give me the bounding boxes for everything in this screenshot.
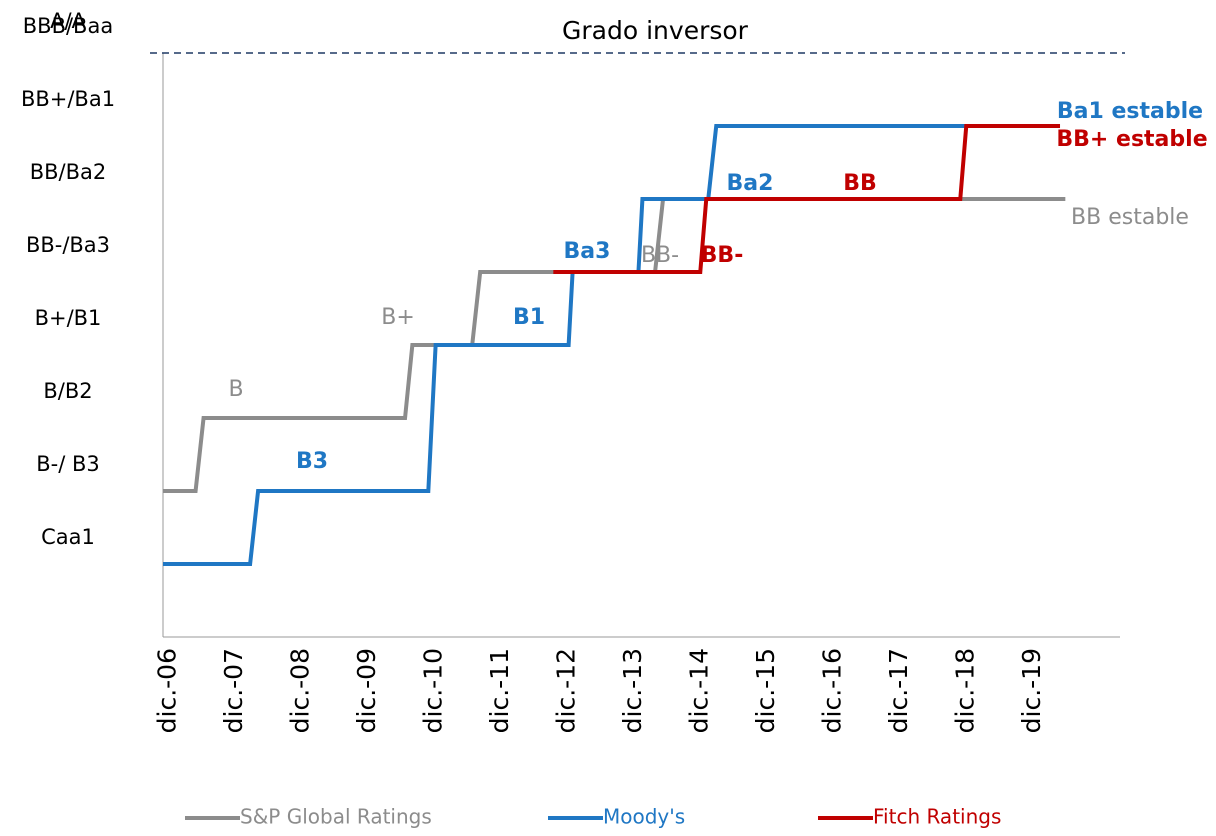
series-line: [553, 124, 1061, 274]
annotation: BB-: [701, 243, 744, 268]
annotation: Ba2: [727, 171, 774, 196]
annotation: BB estable: [1071, 205, 1189, 230]
reference-label: Grado inversor: [562, 16, 749, 45]
y-tick-label: B-/ B3: [36, 452, 100, 476]
legend-label: Fitch Ratings: [873, 805, 1001, 829]
y-tick-label: BBB/Baa: [23, 14, 113, 38]
y-tick-label: BB/Ba2: [30, 160, 107, 184]
x-tick-label: dic.-19: [1017, 648, 1046, 733]
x-tick-label: dic.-08: [285, 648, 314, 733]
annotation: Ba1 estable: [1057, 99, 1203, 124]
x-tick-label: dic.-17: [884, 648, 913, 733]
annotation: BB+ estable: [1056, 127, 1207, 152]
annotation: B1: [513, 305, 545, 330]
x-tick-label: dic.-16: [817, 648, 846, 733]
annotation: B: [228, 377, 243, 402]
x-tick-label: dic.-06: [152, 648, 181, 733]
annotation: B+: [381, 305, 415, 330]
annotation: B3: [296, 449, 328, 474]
y-tick-label: B/B2: [43, 379, 92, 403]
annotation: Ba3: [564, 239, 611, 264]
y-tick-label: Caa1: [41, 525, 95, 549]
x-tick-label: dic.-14: [684, 648, 713, 733]
x-tick-label: dic.-12: [551, 648, 580, 733]
y-tick-label: B+/B1: [35, 306, 102, 330]
annotation: BB-: [641, 243, 679, 268]
x-tick-label: dic.-11: [485, 648, 514, 733]
y-tick-label: BB-/Ba3: [26, 233, 110, 257]
x-tick-label: dic.-10: [418, 648, 447, 733]
x-tick-label: dic.-13: [618, 648, 647, 733]
y-tick-label: BB+/Ba1: [21, 87, 115, 111]
x-tick-label: dic.-07: [219, 648, 248, 733]
legend-label: S&P Global Ratings: [240, 805, 432, 829]
series-line: [163, 197, 1066, 493]
legend-label: Moody's: [603, 805, 685, 829]
annotation: BB: [843, 171, 877, 196]
series-line: [163, 124, 1061, 566]
x-tick-label: dic.-18: [950, 648, 979, 733]
x-tick-label: dic.-15: [751, 648, 780, 733]
y-tick-label: A/A: [50, 9, 86, 33]
x-tick-label: dic.-09: [352, 648, 381, 733]
